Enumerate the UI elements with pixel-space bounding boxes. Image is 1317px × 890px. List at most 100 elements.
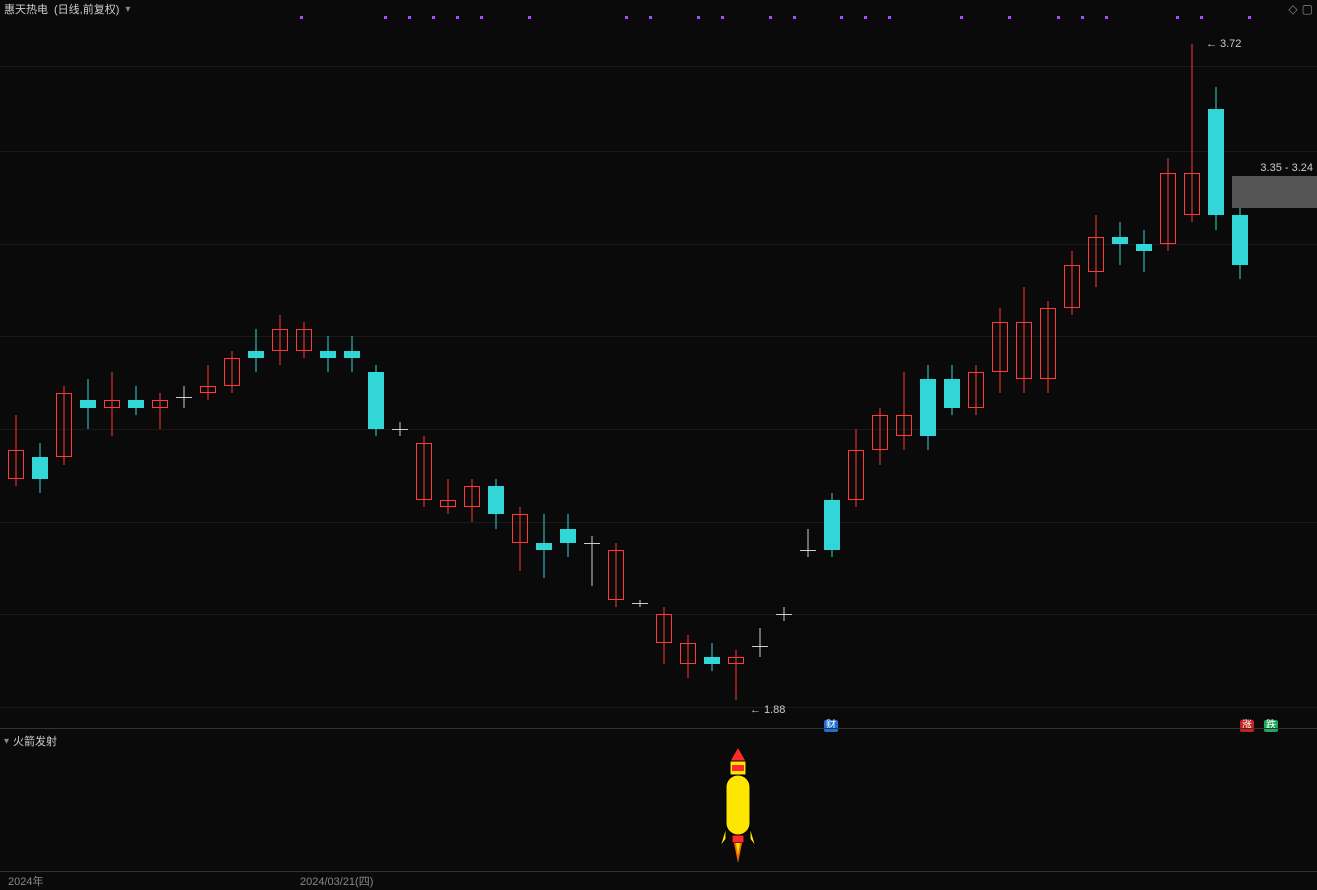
candle[interactable] [320,16,336,728]
candle-body [1064,265,1080,308]
candle[interactable] [464,16,480,728]
candle-wick [760,628,761,656]
marker-dot [864,16,867,19]
candle[interactable] [440,16,456,728]
rocket-icon [720,747,756,867]
expand-icon[interactable]: ▾ [125,4,130,15]
candle[interactable] [176,16,192,728]
candle[interactable] [560,16,576,728]
candle[interactable] [368,16,384,728]
candle[interactable] [632,16,648,728]
candle[interactable] [680,16,696,728]
candle[interactable] [728,16,744,728]
marker-dot [960,16,963,19]
candle[interactable] [656,16,672,728]
candlestick-chart[interactable]: ←3.72←1.883.35 - 3.24财涨跌 [0,16,1317,728]
candle[interactable] [104,16,120,728]
candle[interactable] [1112,16,1128,728]
stock-name: 惠天热电 [4,1,48,17]
candle[interactable] [704,16,720,728]
marker-dot [840,16,843,19]
candle[interactable] [752,16,768,728]
status-year: 2024年 [8,873,43,889]
low-price-value: 1.88 [764,704,785,716]
candle[interactable] [248,16,264,728]
candle[interactable] [272,16,288,728]
candle-body [344,351,360,358]
candle[interactable] [80,16,96,728]
candle-body [1160,173,1176,244]
price-cursor-box [1232,176,1317,208]
candle-wick [1144,230,1145,273]
candle[interactable] [1064,16,1080,728]
candle-body [560,529,576,543]
candle-body [464,486,480,507]
candle[interactable] [536,16,552,728]
candle-body [224,358,240,386]
candle-wick [208,365,209,401]
candle[interactable] [848,16,864,728]
candle[interactable] [944,16,960,728]
candle-doji [800,550,816,551]
high-price-value: 3.72 [1220,38,1241,50]
candle-body [320,351,336,358]
candle[interactable] [1232,16,1248,728]
candle-body [1088,237,1104,273]
candle[interactable] [1040,16,1056,728]
top-right-controls: ◇ ▢ [1288,2,1313,16]
candle[interactable] [200,16,216,728]
candle[interactable] [344,16,360,728]
candle[interactable] [968,16,984,728]
candle-body [104,400,120,407]
candle[interactable] [584,16,600,728]
marker-dot [456,16,459,19]
candle[interactable] [1088,16,1104,728]
candle-body [1208,109,1224,216]
candle[interactable] [824,16,840,728]
candle-body [248,351,264,358]
candle-wick [808,529,809,557]
candle[interactable] [608,16,624,728]
candle[interactable] [512,16,528,728]
candle[interactable] [416,16,432,728]
candle-body [824,500,840,550]
low-price-label: ←1.88 [750,704,785,716]
diamond-icon[interactable]: ◇ [1288,2,1297,16]
candle[interactable] [1208,16,1224,728]
candle-doji [176,397,192,398]
candle[interactable] [1016,16,1032,728]
candle-body [656,614,672,642]
candle[interactable] [1136,16,1152,728]
candle[interactable] [152,16,168,728]
candle[interactable] [296,16,312,728]
status-date: 2024/03/21(四) [300,873,373,889]
candle[interactable] [872,16,888,728]
candle[interactable] [56,16,72,728]
candle-body [8,450,24,478]
candle-wick [160,393,161,429]
candle-body [1040,308,1056,379]
candle[interactable] [920,16,936,728]
candle[interactable] [488,16,504,728]
candle[interactable] [776,16,792,728]
candle[interactable] [1160,16,1176,728]
candle[interactable] [32,16,48,728]
expand-icon[interactable]: ▾ [4,736,9,747]
candle-body [152,400,168,407]
candle-body [680,643,696,664]
candle[interactable] [1184,16,1200,728]
candle-body [944,379,960,407]
marker-dot [1057,16,1060,19]
candle[interactable] [992,16,1008,728]
candle[interactable] [128,16,144,728]
indicator-panel[interactable]: ▾ 火箭发射 [0,728,1317,869]
marker-dot [528,16,531,19]
candle[interactable] [800,16,816,728]
candle[interactable] [8,16,24,728]
candle[interactable] [392,16,408,728]
marker-dot [1200,16,1203,19]
candle-doji [752,646,768,647]
square-icon[interactable]: ▢ [1302,2,1313,16]
candle[interactable] [224,16,240,728]
candle[interactable] [896,16,912,728]
